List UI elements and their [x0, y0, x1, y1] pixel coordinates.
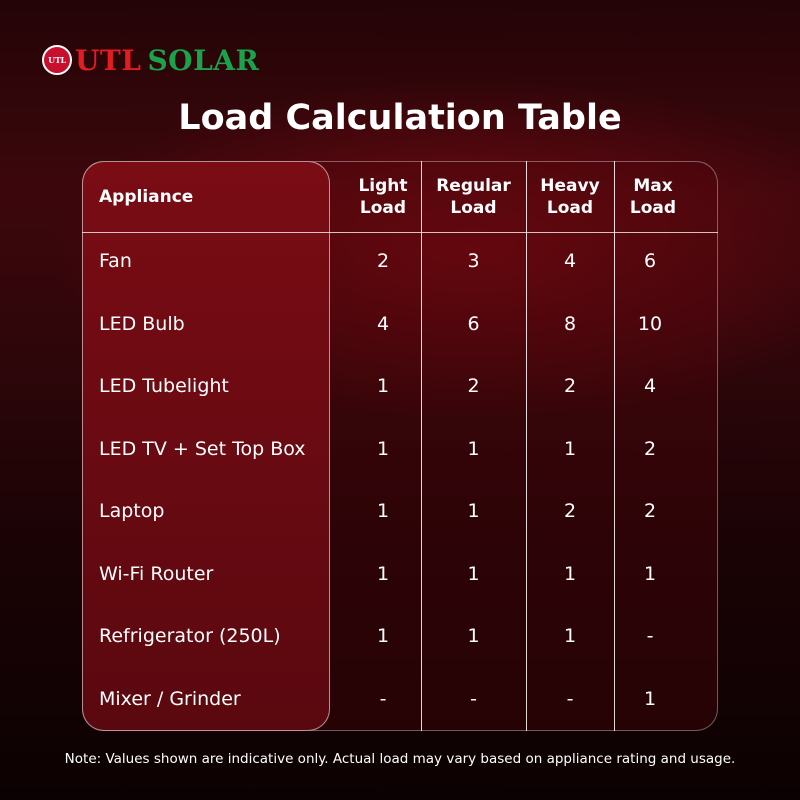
table-cell-max-load: 6	[643, 250, 657, 272]
table-cell-heavy-load: 1	[563, 563, 577, 585]
table-row-appliance: Wi-Fi Router	[99, 563, 214, 585]
table-cell-regular-load: 1	[467, 625, 480, 647]
logo-emblem-icon: UTL	[42, 45, 72, 75]
brand-name-utl: UTL	[75, 43, 142, 77]
header-light-load: Light Load	[358, 175, 408, 218]
table-row-appliance: LED Bulb	[99, 313, 185, 335]
table-row-appliance: LED Tubelight	[99, 375, 229, 397]
table-cell-light-load: 1	[376, 563, 390, 585]
table-cell-light-load: 1	[376, 500, 390, 522]
brand-name: UTL SOLAR	[75, 44, 259, 77]
table-cell-light-load: 1	[376, 438, 390, 460]
table-cell-regular-load: 1	[467, 563, 480, 585]
table-cell-max-load: 4	[643, 375, 657, 397]
table-cell-heavy-load: 2	[563, 375, 577, 397]
brand-logo: UTL UTL SOLAR	[42, 40, 259, 80]
table-cell-light-load: 4	[376, 313, 390, 335]
table-cell-heavy-load: 1	[563, 625, 577, 647]
table-cell-regular-load: 3	[467, 250, 480, 272]
table-cell-max-load: 10	[637, 313, 663, 335]
table-row-appliance: Mixer / Grinder	[99, 688, 241, 710]
table-cell-regular-load: 6	[467, 313, 480, 335]
table-cell-regular-load: 2	[467, 375, 480, 397]
header-max-load: Max Load	[629, 175, 677, 218]
table-cell-max-load: 2	[643, 500, 657, 522]
column-divider	[421, 161, 422, 731]
table-row-appliance: Laptop	[99, 500, 165, 522]
table-cell-max-load: 2	[643, 438, 657, 460]
brand-name-solar: SOLAR	[147, 43, 260, 77]
table-cell-light-load: 1	[376, 375, 390, 397]
table-cell-max-load: 1	[643, 563, 657, 585]
table-row-appliance: Fan	[99, 250, 132, 272]
table-cell-heavy-load: 8	[563, 313, 577, 335]
header-divider	[82, 232, 718, 233]
table-cell-light-load: -	[379, 688, 387, 710]
table-cell-heavy-load: 4	[563, 250, 577, 272]
table-cell-regular-load: 1	[467, 438, 480, 460]
table-cell-max-load: 1	[643, 688, 657, 710]
table-cell-heavy-load: 2	[563, 500, 577, 522]
table-row-appliance: Refrigerator (250L)	[99, 625, 281, 647]
table-cell-max-load: -	[646, 625, 654, 647]
table-cell-regular-load: -	[470, 688, 477, 710]
column-divider	[614, 161, 615, 731]
table-cell-heavy-load: 1	[563, 438, 577, 460]
table-cell-light-load: 1	[376, 625, 390, 647]
table-row-appliance: LED TV + Set Top Box	[99, 438, 306, 460]
table-cell-heavy-load: -	[566, 688, 574, 710]
column-divider	[526, 161, 527, 731]
table-cell-regular-load: 1	[467, 500, 480, 522]
page-title: Load Calculation Table	[178, 98, 622, 138]
header-regular-load: Regular Load	[436, 175, 511, 218]
appliance-column	[82, 161, 330, 731]
header-appliance: Appliance	[99, 186, 194, 207]
footnote: Note: Values shown are indicative only. …	[64, 751, 736, 767]
table-cell-light-load: 2	[376, 250, 390, 272]
header-heavy-load: Heavy Load	[540, 175, 600, 218]
